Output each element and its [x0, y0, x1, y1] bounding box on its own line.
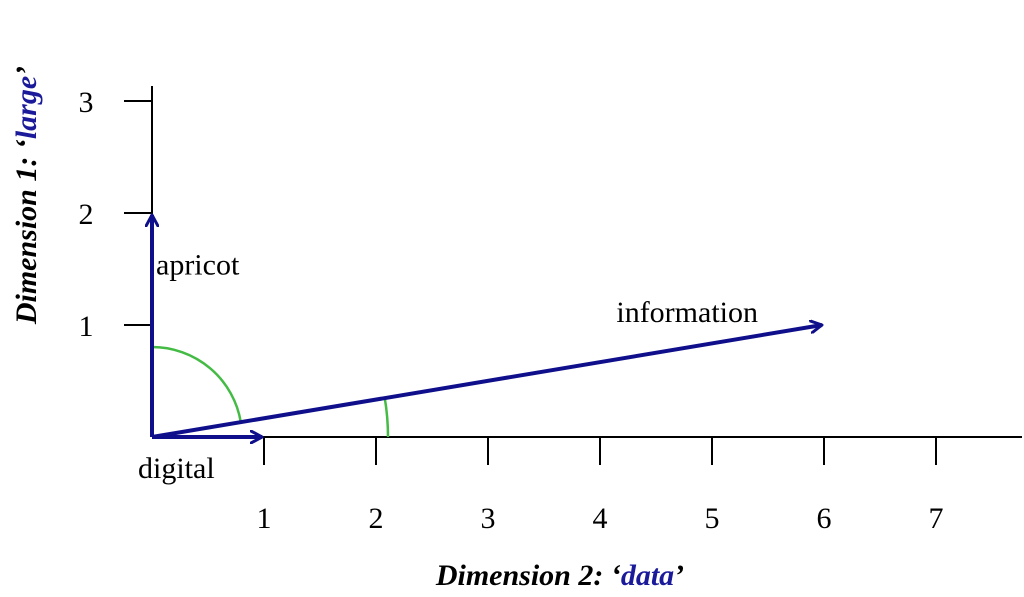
vector-information	[151, 325, 822, 439]
vector-label-digital: digital	[138, 452, 215, 485]
x-tick-label: 1	[257, 502, 272, 535]
angle-arc-apricot-information	[151, 345, 243, 423]
x-tick-label: 3	[481, 502, 496, 535]
x-tick-label: 5	[705, 502, 720, 535]
y-tick-label: 2	[79, 198, 94, 231]
y-tick-label: 1	[79, 310, 94, 343]
x-axis-title-highlight: data	[621, 559, 674, 592]
y-axis-title-highlight: large	[10, 76, 43, 139]
x-tick-label: 7	[929, 502, 944, 535]
x-tick-label: 2	[369, 502, 384, 535]
vector-label-apricot: apricot	[156, 249, 240, 282]
angle-arc-information-xaxis	[383, 397, 390, 438]
word-vectors: apricot digital information	[138, 215, 822, 485]
angle-arcs	[151, 345, 390, 438]
x-axis-title: Dimension 2: ‘data’	[435, 559, 684, 592]
x-tick-label: 4	[593, 502, 608, 535]
vector-label-information: information	[616, 296, 758, 329]
x-axis-ticks: 1 2 3 4 5 6 7	[257, 437, 944, 535]
x-tick-label: 6	[817, 502, 832, 535]
y-axis-ticks: 1 2 3	[79, 86, 152, 343]
y-axis-title: Dimension 1: ‘large’	[10, 66, 43, 325]
y-tick-label: 3	[79, 86, 94, 119]
